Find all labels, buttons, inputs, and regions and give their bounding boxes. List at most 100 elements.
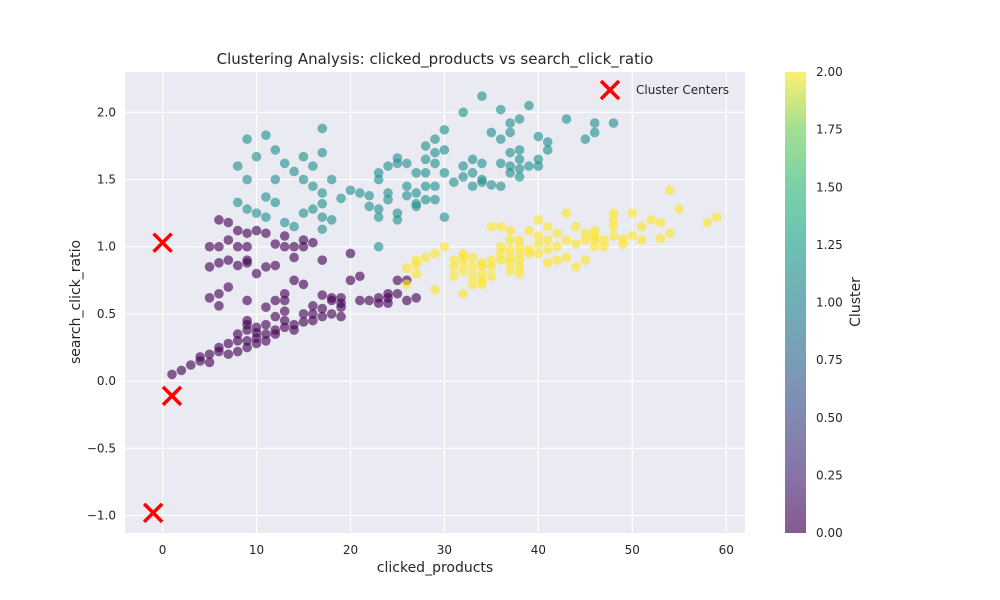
data-point-cluster-1	[467, 168, 478, 178]
data-point-cluster-1	[486, 127, 497, 138]
data-point-cluster-0	[289, 241, 299, 252]
colorbar-tick-label: 0.25	[816, 468, 843, 482]
data-point-cluster-1	[402, 181, 412, 192]
data-point-cluster-1	[317, 147, 328, 158]
data-point-cluster-2	[561, 208, 572, 218]
data-point-cluster-0	[261, 319, 271, 330]
data-point-cluster-0	[195, 352, 205, 362]
data-point-cluster-2	[608, 221, 619, 232]
data-point-cluster-2	[571, 221, 581, 232]
data-point-cluster-0	[392, 288, 403, 299]
data-point-cluster-1	[420, 168, 431, 178]
data-point-cluster-2	[477, 258, 487, 268]
data-point-cluster-0	[223, 217, 234, 228]
data-point-cluster-2	[571, 239, 581, 249]
data-point-cluster-2	[589, 225, 600, 236]
colorbar-tick-label: 2.00	[816, 65, 843, 79]
data-point-cluster-2	[524, 225, 534, 236]
data-point-cluster-0	[270, 311, 281, 322]
data-point-cluster-1	[458, 172, 468, 182]
data-point-cluster-1	[420, 154, 431, 165]
data-point-cluster-1	[542, 145, 553, 155]
data-point-cluster-2	[420, 252, 431, 263]
data-point-cluster-2	[533, 248, 544, 259]
colorbar-tick-label: 0.50	[816, 411, 843, 425]
colorbar-tick-label: 0.00	[816, 526, 843, 540]
data-point-cluster-0	[251, 322, 262, 333]
data-point-cluster-0	[298, 241, 309, 252]
data-point-cluster-1	[289, 221, 299, 232]
data-point-cluster-1	[524, 161, 534, 171]
data-point-cluster-0	[214, 241, 224, 252]
data-point-cluster-1	[477, 158, 487, 169]
data-point-cluster-0	[261, 262, 271, 272]
data-point-cluster-1	[289, 166, 299, 177]
data-point-cluster-2	[627, 208, 638, 218]
data-point-cluster-2	[542, 221, 553, 232]
data-point-cluster-2	[495, 221, 506, 232]
data-point-cluster-0	[242, 228, 252, 239]
data-point-cluster-1	[232, 161, 243, 171]
data-point-cluster-2	[486, 255, 497, 265]
data-point-cluster-0	[373, 298, 384, 308]
data-point-cluster-2	[608, 208, 619, 218]
data-point-cluster-2	[589, 241, 600, 252]
cluster-center-marker	[161, 385, 183, 407]
axes: 0 10 20 30 40 50 60 −1.0 −0.5 0.0 0.5 1.0 1.5 2.0	[87, 105, 734, 557]
data-point-cluster-2	[411, 268, 422, 279]
data-point-cluster-0	[223, 235, 234, 245]
data-point-cluster-2	[636, 221, 647, 232]
data-point-cluster-0	[279, 288, 290, 299]
data-point-cluster-1	[514, 114, 525, 124]
data-point-cluster-1	[467, 154, 478, 165]
data-point-cluster-0	[223, 349, 234, 360]
data-point-cluster-2	[561, 235, 572, 245]
data-point-cluster-1	[317, 123, 328, 134]
data-point-cluster-1	[383, 161, 393, 171]
data-point-cluster-1	[542, 137, 553, 147]
data-point-cluster-0	[214, 258, 224, 268]
data-point-cluster-1	[495, 104, 506, 115]
data-point-cluster-1	[242, 134, 252, 145]
data-point-cluster-0	[204, 349, 215, 360]
data-point-cluster-0	[242, 336, 252, 346]
data-point-cluster-1	[373, 168, 384, 178]
y-tick-label: 0.5	[97, 307, 116, 321]
data-point-cluster-1	[308, 161, 318, 171]
data-point-cluster-0	[232, 260, 243, 271]
data-point-cluster-0	[232, 346, 243, 357]
data-point-cluster-1	[411, 168, 422, 178]
data-point-cluster-2	[486, 271, 497, 282]
data-point-cluster-1	[458, 161, 468, 171]
data-point-cluster-0	[214, 288, 224, 299]
data-point-cluster-2	[646, 215, 656, 225]
data-point-cluster-1	[505, 147, 515, 158]
data-point-cluster-1	[580, 134, 591, 145]
data-point-cluster-0	[270, 260, 281, 271]
data-point-cluster-1	[608, 118, 619, 128]
cluster-center-marker	[142, 502, 164, 524]
data-point-cluster-2	[402, 279, 412, 290]
data-point-cluster-1	[326, 215, 337, 225]
data-point-cluster-2	[608, 215, 619, 225]
data-point-cluster-2	[514, 255, 525, 265]
x-tick-label: 50	[625, 543, 640, 557]
data-point-cluster-2	[495, 241, 506, 252]
data-point-cluster-2	[467, 271, 478, 282]
data-point-cluster-2	[665, 228, 675, 239]
data-point-cluster-0	[261, 228, 271, 239]
data-point-cluster-0	[204, 262, 215, 272]
data-point-cluster-2	[580, 235, 591, 245]
data-point-cluster-2	[486, 221, 497, 232]
data-point-cluster-1	[514, 154, 525, 165]
data-point-cluster-0	[289, 319, 299, 330]
data-point-cluster-1	[270, 145, 281, 155]
data-point-cluster-2	[542, 244, 553, 255]
data-point-cluster-2	[458, 266, 468, 276]
data-point-cluster-2	[505, 244, 515, 255]
data-point-cluster-1	[477, 177, 487, 188]
data-point-cluster-1	[392, 208, 403, 218]
data-point-cluster-1	[270, 174, 281, 185]
colorbar-gradient	[785, 72, 806, 533]
data-point-cluster-0	[326, 292, 337, 303]
